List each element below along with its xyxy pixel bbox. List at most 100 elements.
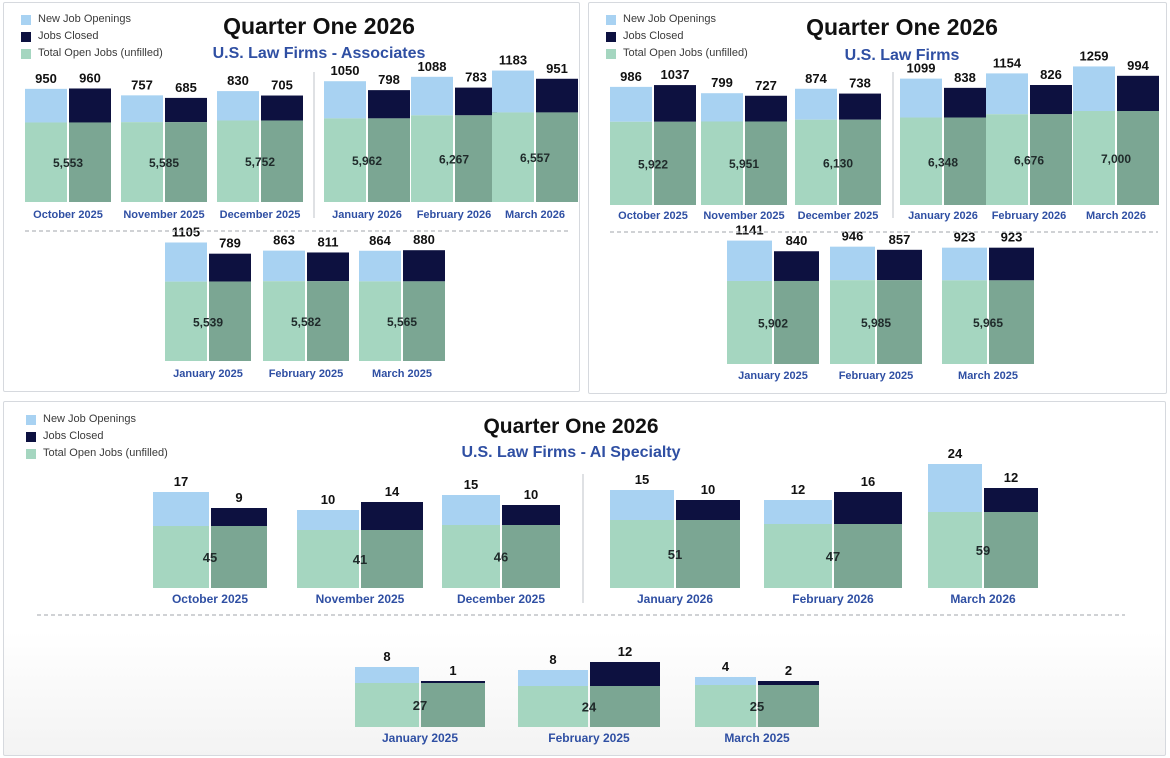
month-label: March 2025 (958, 370, 1018, 382)
data-label-open-jobs: 41 (353, 552, 367, 567)
month-label: February 2026 (792, 592, 874, 606)
bar-open-jobs-overlap (69, 122, 111, 202)
legend-swatch (606, 49, 616, 59)
data-label-jobs-closed: 857 (889, 232, 911, 247)
data-label-jobs-closed: 705 (271, 78, 293, 93)
data-label-new-openings: 863 (273, 233, 295, 248)
data-label-new-openings: 8 (549, 652, 556, 667)
bar-jobs-closed (261, 95, 303, 121)
chart-subtitle: U.S. Law Firms - Associates (212, 45, 426, 62)
bar-jobs-closed (368, 90, 410, 119)
bar-jobs-closed (944, 87, 986, 118)
bar-open-jobs (492, 112, 534, 202)
bar-new-openings (355, 667, 419, 683)
bar-open-jobs-overlap (211, 526, 267, 588)
month-label: February 2026 (992, 210, 1067, 222)
data-label-new-openings: 874 (805, 71, 827, 86)
month-label: March 2026 (505, 209, 565, 221)
month-label: October 2025 (618, 210, 688, 222)
bar-jobs-closed (211, 508, 267, 526)
bar-new-openings (701, 93, 743, 122)
bar-open-jobs-overlap (502, 525, 560, 588)
bar-open-jobs-overlap (536, 112, 578, 202)
bar-jobs-closed (676, 500, 740, 520)
bar-open-jobs-overlap (368, 118, 410, 202)
data-label-new-openings: 864 (369, 233, 391, 248)
bar-open-jobs (795, 119, 837, 205)
data-label-open-jobs: 5,582 (291, 315, 321, 329)
data-label-open-jobs: 51 (668, 547, 682, 562)
month-label: November 2025 (703, 210, 784, 222)
bar-open-jobs-overlap (261, 120, 303, 202)
bar-new-openings (695, 677, 756, 685)
legend-swatch (606, 32, 616, 42)
bar-open-jobs (610, 520, 674, 588)
bar-open-jobs (165, 281, 207, 361)
bar-open-jobs-overlap (1117, 111, 1159, 205)
bar-open-jobs (727, 280, 772, 364)
data-label-jobs-closed: 838 (954, 70, 976, 85)
bar-open-jobs-overlap (745, 121, 787, 205)
bar-new-openings (1073, 66, 1115, 111)
data-label-jobs-closed: 783 (465, 70, 487, 85)
bar-jobs-closed (455, 87, 497, 116)
bar-new-openings (610, 86, 652, 122)
data-label-jobs-closed: 10 (701, 482, 715, 497)
bar-jobs-closed (403, 250, 445, 282)
data-label-open-jobs: 6,676 (1014, 154, 1044, 168)
bar-new-openings (727, 240, 772, 281)
bar-jobs-closed (165, 97, 207, 123)
bar-jobs-closed (590, 662, 660, 686)
bar-open-jobs-overlap (1030, 114, 1072, 205)
bar-jobs-closed (69, 88, 111, 123)
data-label-open-jobs: 5,965 (973, 316, 1003, 330)
legend-label: Jobs Closed (623, 30, 684, 42)
data-label-open-jobs: 24 (582, 700, 597, 715)
bar-new-openings (442, 495, 500, 525)
data-label-new-openings: 1259 (1080, 48, 1109, 63)
month-label: January 2026 (637, 592, 713, 606)
data-label-open-jobs: 59 (976, 543, 990, 558)
data-label-jobs-closed: 960 (79, 70, 101, 85)
legend-swatch (26, 415, 36, 425)
data-label-open-jobs: 45 (203, 550, 217, 565)
data-label-open-jobs: 5,553 (53, 156, 83, 170)
data-label-new-openings: 950 (35, 71, 57, 86)
data-label-jobs-closed: 727 (755, 78, 777, 93)
bar-new-openings (900, 78, 942, 118)
legend-swatch (606, 15, 616, 25)
data-label-new-openings: 17 (174, 474, 188, 489)
bar-open-jobs (25, 122, 67, 202)
bar-new-openings (610, 490, 674, 520)
bar-open-jobs (263, 281, 305, 361)
data-label-new-openings: 923 (954, 230, 976, 245)
data-label-new-openings: 1141 (735, 223, 763, 238)
data-label-jobs-closed: 1037 (661, 67, 690, 82)
data-label-new-openings: 10 (321, 492, 335, 507)
bar-open-jobs-overlap (774, 280, 819, 364)
bar-open-jobs (518, 686, 588, 727)
data-label-jobs-closed: 789 (219, 236, 241, 251)
data-label-jobs-closed: 994 (1127, 58, 1149, 73)
bar-open-jobs (324, 118, 366, 202)
legend-label: Jobs Closed (43, 430, 104, 442)
legend-swatch (21, 49, 31, 59)
bar-jobs-closed (984, 488, 1038, 512)
data-label-jobs-closed: 9 (235, 490, 242, 505)
data-label-new-openings: 1088 (418, 59, 447, 74)
data-label-new-openings: 1183 (499, 53, 527, 68)
data-label-new-openings: 24 (948, 446, 963, 461)
legend-label: Total Open Jobs (unfilled) (38, 47, 163, 59)
month-label: October 2025 (33, 209, 103, 221)
data-label-jobs-closed: 14 (385, 484, 400, 499)
bar-jobs-closed (502, 505, 560, 525)
data-label-jobs-closed: 923 (1001, 230, 1023, 245)
bar-jobs-closed (758, 681, 819, 685)
data-label-jobs-closed: 738 (849, 76, 871, 91)
bar-open-jobs-overlap (654, 121, 696, 205)
month-label: March 2025 (372, 368, 432, 380)
data-label-new-openings: 1154 (993, 55, 1022, 70)
bar-new-openings (518, 670, 588, 686)
bar-jobs-closed (421, 681, 485, 683)
